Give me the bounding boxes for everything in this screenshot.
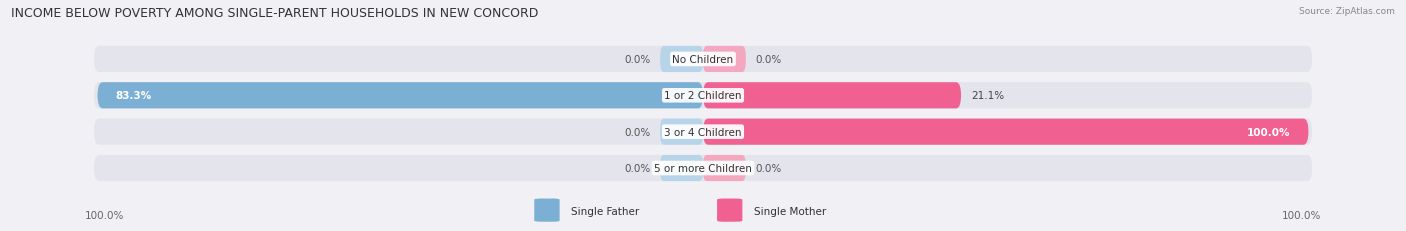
Text: 100.0%: 100.0%: [1282, 210, 1322, 220]
Text: 1 or 2 Children: 1 or 2 Children: [664, 91, 742, 101]
FancyBboxPatch shape: [94, 119, 1312, 145]
FancyBboxPatch shape: [661, 155, 703, 181]
FancyBboxPatch shape: [97, 83, 703, 109]
Text: 83.3%: 83.3%: [115, 91, 152, 101]
Text: Source: ZipAtlas.com: Source: ZipAtlas.com: [1299, 7, 1395, 16]
Text: 0.0%: 0.0%: [624, 55, 651, 65]
Text: 100.0%: 100.0%: [1247, 127, 1291, 137]
FancyBboxPatch shape: [661, 119, 703, 145]
Text: 0.0%: 0.0%: [755, 163, 782, 173]
FancyBboxPatch shape: [94, 83, 1312, 109]
FancyBboxPatch shape: [94, 47, 1312, 73]
FancyBboxPatch shape: [703, 47, 745, 73]
Text: 0.0%: 0.0%: [755, 55, 782, 65]
Text: 0.0%: 0.0%: [624, 127, 651, 137]
FancyBboxPatch shape: [703, 83, 962, 109]
Text: 21.1%: 21.1%: [972, 91, 1004, 101]
FancyBboxPatch shape: [703, 119, 1309, 145]
FancyBboxPatch shape: [94, 155, 1312, 181]
Text: 0.0%: 0.0%: [624, 163, 651, 173]
Text: 3 or 4 Children: 3 or 4 Children: [664, 127, 742, 137]
FancyBboxPatch shape: [703, 155, 745, 181]
Text: Single Mother: Single Mother: [754, 206, 825, 216]
Text: 5 or more Children: 5 or more Children: [654, 163, 752, 173]
Text: 100.0%: 100.0%: [84, 210, 124, 220]
Text: No Children: No Children: [672, 55, 734, 65]
FancyBboxPatch shape: [661, 47, 703, 73]
Text: INCOME BELOW POVERTY AMONG SINGLE-PARENT HOUSEHOLDS IN NEW CONCORD: INCOME BELOW POVERTY AMONG SINGLE-PARENT…: [11, 7, 538, 20]
Text: Single Father: Single Father: [571, 206, 640, 216]
